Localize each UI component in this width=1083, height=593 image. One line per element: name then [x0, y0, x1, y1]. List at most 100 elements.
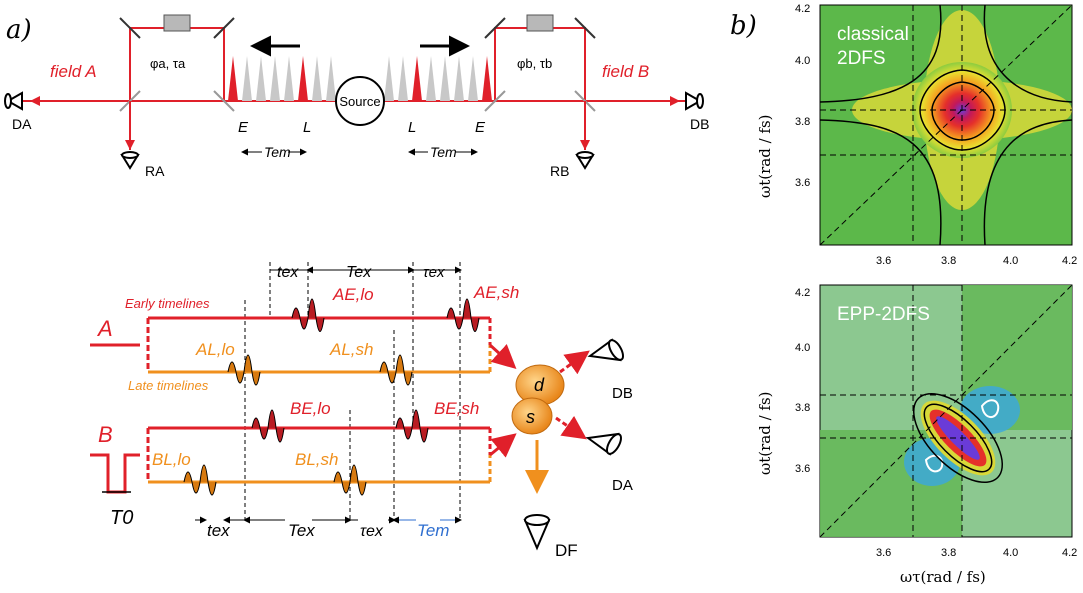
bottom-tauex-label: τex: [360, 523, 384, 540]
panel-b-label: b): [730, 11, 757, 41]
plot-bottom-xtick-2: 4.0: [1003, 547, 1018, 559]
early-label-left: E: [238, 119, 249, 136]
plot-bottom-blue-spot-1: [960, 386, 1020, 434]
detector-db-out-icon: [587, 338, 624, 362]
arrow-to-sample-a: [488, 343, 517, 370]
plot-bottom-title: EPP-2DFS: [837, 304, 930, 325]
label-al-sh: AL,sh: [329, 340, 373, 359]
ref-arrow-a: [125, 140, 135, 150]
plot-top-contours: [819, 4, 1073, 246]
plot-bottom-ylabel: ωt(rad / fs): [756, 391, 774, 475]
top-Tex-label: Tex: [346, 264, 372, 281]
early-timelines-label: Early timelines: [125, 296, 210, 311]
wavepacket-bl-sh: [333, 464, 367, 496]
source-label: Source: [339, 94, 380, 109]
field-b-label: field B: [602, 62, 649, 81]
input-b-step: [90, 453, 140, 494]
plot-top-title-2: 2DFS: [837, 48, 886, 69]
plot-bottom-ytick-3: 3.6: [795, 463, 810, 475]
label-ae-sh: AE,sh: [473, 283, 519, 302]
det-db-label: DB: [612, 385, 633, 402]
plot-top-ytick-3: 3.6: [795, 177, 810, 189]
plot-bottom-peak: [912, 392, 1004, 484]
ref-arrow-b: [580, 140, 590, 150]
detector-da-icon: [5, 91, 23, 111]
wavepacket-al-lo: [227, 354, 261, 386]
plot-top-ytick-0: 4.2: [795, 3, 810, 15]
phase-modulator-a: [163, 14, 191, 32]
plot-bottom-ytick-2: 3.8: [795, 402, 810, 414]
sample-s: [511, 397, 553, 435]
wavepacket-ae-sh: [446, 298, 480, 332]
tem-label-left: Tem: [264, 144, 291, 160]
det-da-label: DA: [612, 477, 633, 494]
detector-db-icon: [685, 91, 703, 111]
sample-d-label: d: [534, 375, 545, 395]
wavepacket-al-sh: [379, 354, 413, 386]
phase-modulator-b: [526, 14, 554, 32]
timeline-diagram: tex Tex τex A B Early timelines Late tim…: [90, 262, 633, 560]
arrow-to-sample-b: [489, 433, 517, 458]
detector-df-icon: [523, 514, 551, 551]
mirror-a1: [119, 17, 141, 39]
bottom-Tex-label: Tex: [288, 521, 315, 540]
source-circle: [335, 76, 385, 126]
plot-bottom-xtick-1: 3.8: [941, 547, 956, 559]
bottom-tex-label: tex: [207, 521, 230, 540]
t0-label: T0: [110, 507, 133, 529]
early-label-right: E: [475, 119, 486, 136]
plot-bottom-xtick-3: 4.2: [1062, 547, 1077, 559]
label-bl-sh: BL,sh: [295, 450, 338, 469]
beamsplitter-b1: [484, 90, 506, 112]
detector-db-label: DB: [690, 116, 709, 132]
pulse-train-right: [384, 56, 492, 101]
bottom-tem-label: Tem: [417, 521, 449, 540]
late-timelines-label: Late timelines: [128, 378, 209, 393]
timeline-b-label: B: [98, 422, 113, 447]
phase-label-a: φa, τa: [150, 56, 186, 71]
label-al-lo: AL,lo: [195, 340, 235, 359]
late-label-right: L: [408, 119, 416, 136]
phase-label-b: φb, τb: [517, 56, 552, 71]
label-bl-lo: BL,lo: [152, 450, 191, 469]
timeline-a-label: A: [96, 316, 113, 341]
plot-top-xtick-0: 3.6: [876, 255, 891, 267]
mirror-b2: [574, 17, 596, 39]
ref-ra-label: RA: [145, 163, 165, 179]
plot-bottom-xlabel: ωτ(rad / fs): [900, 568, 986, 586]
tem-label-right: Tem: [430, 144, 457, 160]
plot-top-ylabel: ωt(rad / fs): [756, 114, 774, 198]
plot-top-ytick-1: 4.0: [795, 55, 810, 67]
mirror-a2: [213, 17, 235, 39]
wavepacket-bl-lo: [183, 464, 217, 496]
wavepacket-be-lo: [251, 409, 285, 443]
plot-bottom-ytick-1: 4.0: [795, 342, 810, 354]
plot-epp-2dfs: EPP-2DFS 4.2 4.0 3.8 3.6 3.6 3.8 4.0 4.2…: [756, 284, 1077, 586]
optical-setup: φa, τa φb, τb field A field B: [4, 14, 709, 179]
top-tex-label: tex: [277, 264, 299, 281]
field-a-label: field A: [50, 62, 97, 81]
plot-top-ytick-2: 3.8: [795, 116, 810, 128]
plot-bottom-guides: [819, 284, 1073, 538]
pulse-train-left: [228, 56, 336, 101]
detector-da-out-icon: [585, 432, 622, 456]
plot-top-xtick-3: 4.2: [1062, 255, 1077, 267]
wavepacket-ae-lo: [291, 298, 325, 332]
top-tauex-label: τex: [423, 264, 445, 281]
plot-top-xtick-2: 4.0: [1003, 255, 1018, 267]
detector-da-label: DA: [12, 116, 32, 132]
beam-arrow-left: [30, 96, 40, 106]
label-be-lo: BE,lo: [290, 399, 331, 418]
arrow-to-db: [559, 350, 590, 375]
plot-top-xtick-1: 3.8: [941, 255, 956, 267]
panel-a-label: a): [6, 15, 32, 45]
late-label-left: L: [303, 119, 311, 136]
label-ae-lo: AE,lo: [332, 285, 374, 304]
beam-arrow-right: [670, 96, 680, 106]
arrow-to-da: [555, 415, 587, 440]
mirror-b1: [484, 17, 506, 39]
label-be-sh: BE,sh: [434, 399, 479, 418]
wavepacket-be-sh: [395, 409, 429, 443]
plot-bottom-ytick-0: 4.2: [795, 287, 810, 299]
